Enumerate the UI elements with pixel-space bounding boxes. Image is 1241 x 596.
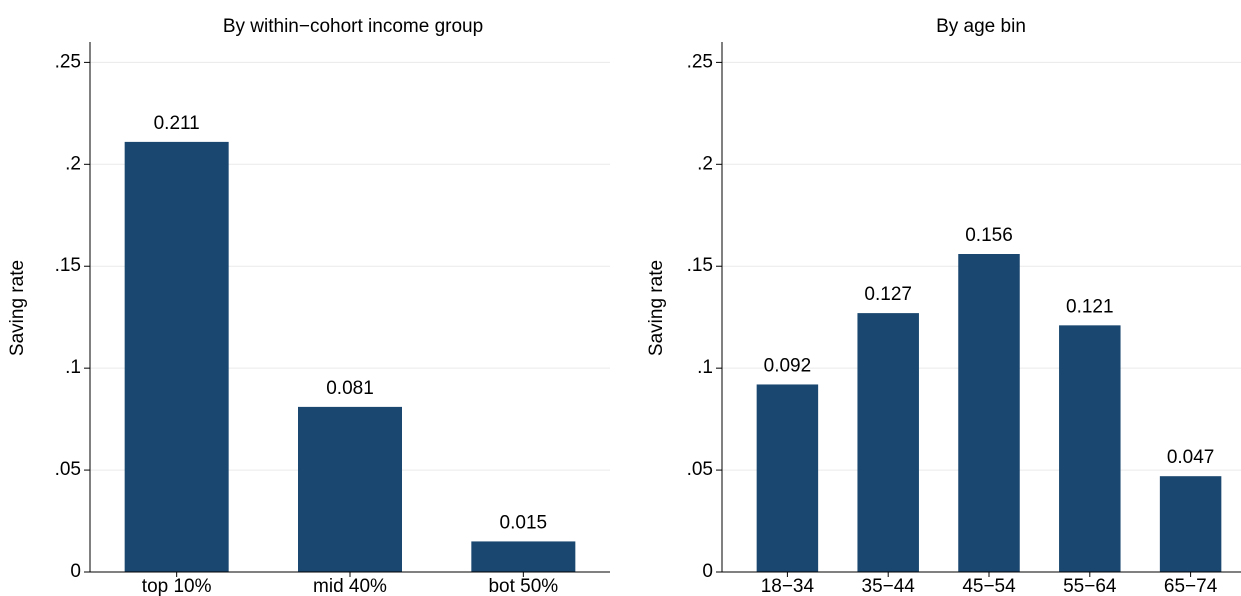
x-tick-label: mid 40% bbox=[313, 576, 387, 596]
y-tick-label: 0 bbox=[702, 561, 713, 582]
bar bbox=[857, 313, 919, 572]
bar bbox=[756, 384, 819, 572]
y-axis-title: Saving rate bbox=[646, 260, 667, 356]
data-label: 0.211 bbox=[154, 113, 200, 134]
chart-title: By within−cohort income group bbox=[223, 16, 483, 37]
bar bbox=[124, 141, 229, 572]
x-tick-label: 65−74 bbox=[1164, 576, 1218, 596]
y-tick-label: .1 bbox=[697, 357, 713, 378]
bar bbox=[471, 541, 576, 572]
y-tick-label: .1 bbox=[65, 357, 81, 378]
y-axis-title: Saving rate bbox=[7, 260, 28, 356]
data-label: 0.047 bbox=[1167, 447, 1215, 468]
x-tick-label: 55−64 bbox=[1063, 576, 1117, 596]
y-tick-label: .05 bbox=[55, 459, 81, 480]
y-tick-label: .15 bbox=[55, 255, 81, 276]
data-label: 0.081 bbox=[326, 378, 374, 399]
data-label: 0.127 bbox=[864, 284, 912, 305]
data-label: 0.121 bbox=[1066, 296, 1114, 317]
y-tick-label: .25 bbox=[55, 51, 81, 72]
x-tick-label: 18−34 bbox=[761, 576, 815, 596]
bar bbox=[298, 406, 402, 572]
bar bbox=[1059, 325, 1121, 572]
chart-title: By age bin bbox=[936, 16, 1026, 37]
data-label: 0.156 bbox=[965, 225, 1013, 246]
x-tick-label: bot 50% bbox=[488, 576, 558, 596]
data-label: 0.092 bbox=[764, 355, 812, 376]
bar bbox=[958, 254, 1020, 572]
y-tick-label: .05 bbox=[687, 459, 713, 480]
y-tick-label: 0 bbox=[70, 561, 81, 582]
y-tick-label: .2 bbox=[65, 153, 81, 174]
y-tick-label: .15 bbox=[687, 255, 713, 276]
bar bbox=[1159, 476, 1222, 572]
x-tick-label: 35−44 bbox=[862, 576, 916, 596]
y-tick-label: .2 bbox=[697, 153, 713, 174]
x-tick-label: top 10% bbox=[142, 576, 212, 596]
data-label: 0.015 bbox=[500, 512, 548, 533]
y-tick-label: .25 bbox=[687, 51, 713, 72]
x-tick-label: 45−54 bbox=[962, 576, 1016, 596]
